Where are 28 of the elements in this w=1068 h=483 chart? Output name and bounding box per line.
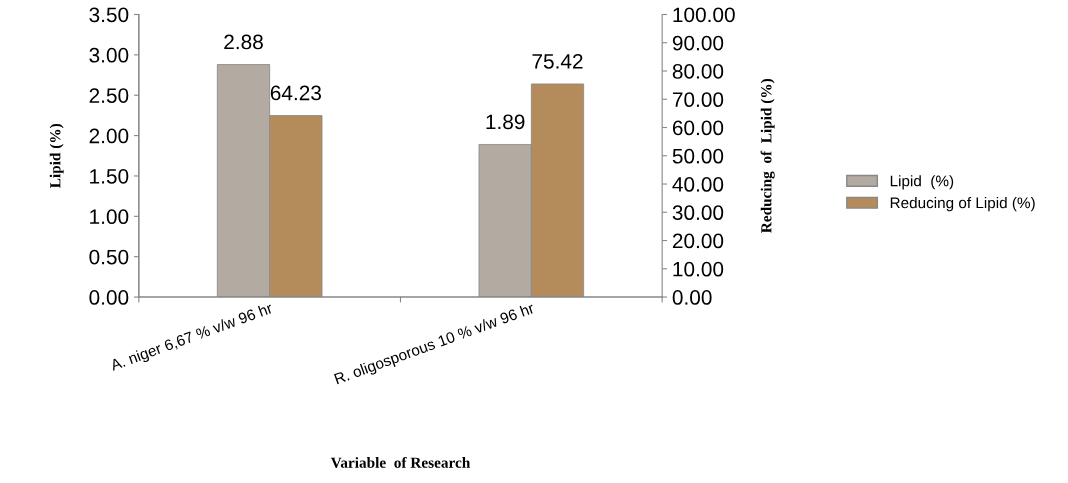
- data-label: 64.23: [270, 85, 321, 101]
- y2-tick-label: 10.00: [673, 261, 724, 277]
- y-tick-label: 0.50: [89, 249, 129, 265]
- y2-tick-label: 50.00: [672, 148, 724, 164]
- y2-tick-label: 100.00: [673, 7, 735, 23]
- y2-tick-label: 90.00: [672, 35, 724, 51]
- y-tick-label: 1.00: [90, 209, 129, 225]
- y-tick-label: 3.00: [89, 47, 129, 63]
- y2-tick-label: 40.00: [672, 177, 724, 192]
- y-tick-label: 2.00: [89, 128, 129, 144]
- y2-tick-label: 20.00: [672, 233, 724, 249]
- y-tick-label: 3.50: [89, 7, 129, 23]
- y2-tick-label: 80.00: [672, 64, 724, 79]
- y2-axis-title: Reducing of Lipid (%): [760, 78, 775, 233]
- data-label: 2.88: [224, 34, 263, 50]
- x-axis-title: Variable of Research: [330, 456, 471, 468]
- y2-tick-label: 0.00: [672, 290, 712, 305]
- y2-tick-label: 60.00: [672, 120, 724, 136]
- data-label: 75.42: [532, 53, 583, 69]
- y2-tick-label: 70.00: [672, 92, 724, 108]
- y-tick-label: 1.50: [90, 168, 129, 184]
- legend-label: Lipid (%): [890, 175, 954, 190]
- y-tick-label: 2.50: [89, 88, 129, 103]
- legend-label: Reducing of Lipid (%): [890, 197, 1035, 212]
- y-axis-title: Lipid (%): [49, 123, 64, 188]
- data-label: 1.89: [486, 114, 525, 130]
- y-tick-label: 0.00: [89, 290, 129, 305]
- y2-tick-label: 30.00: [672, 205, 724, 221]
